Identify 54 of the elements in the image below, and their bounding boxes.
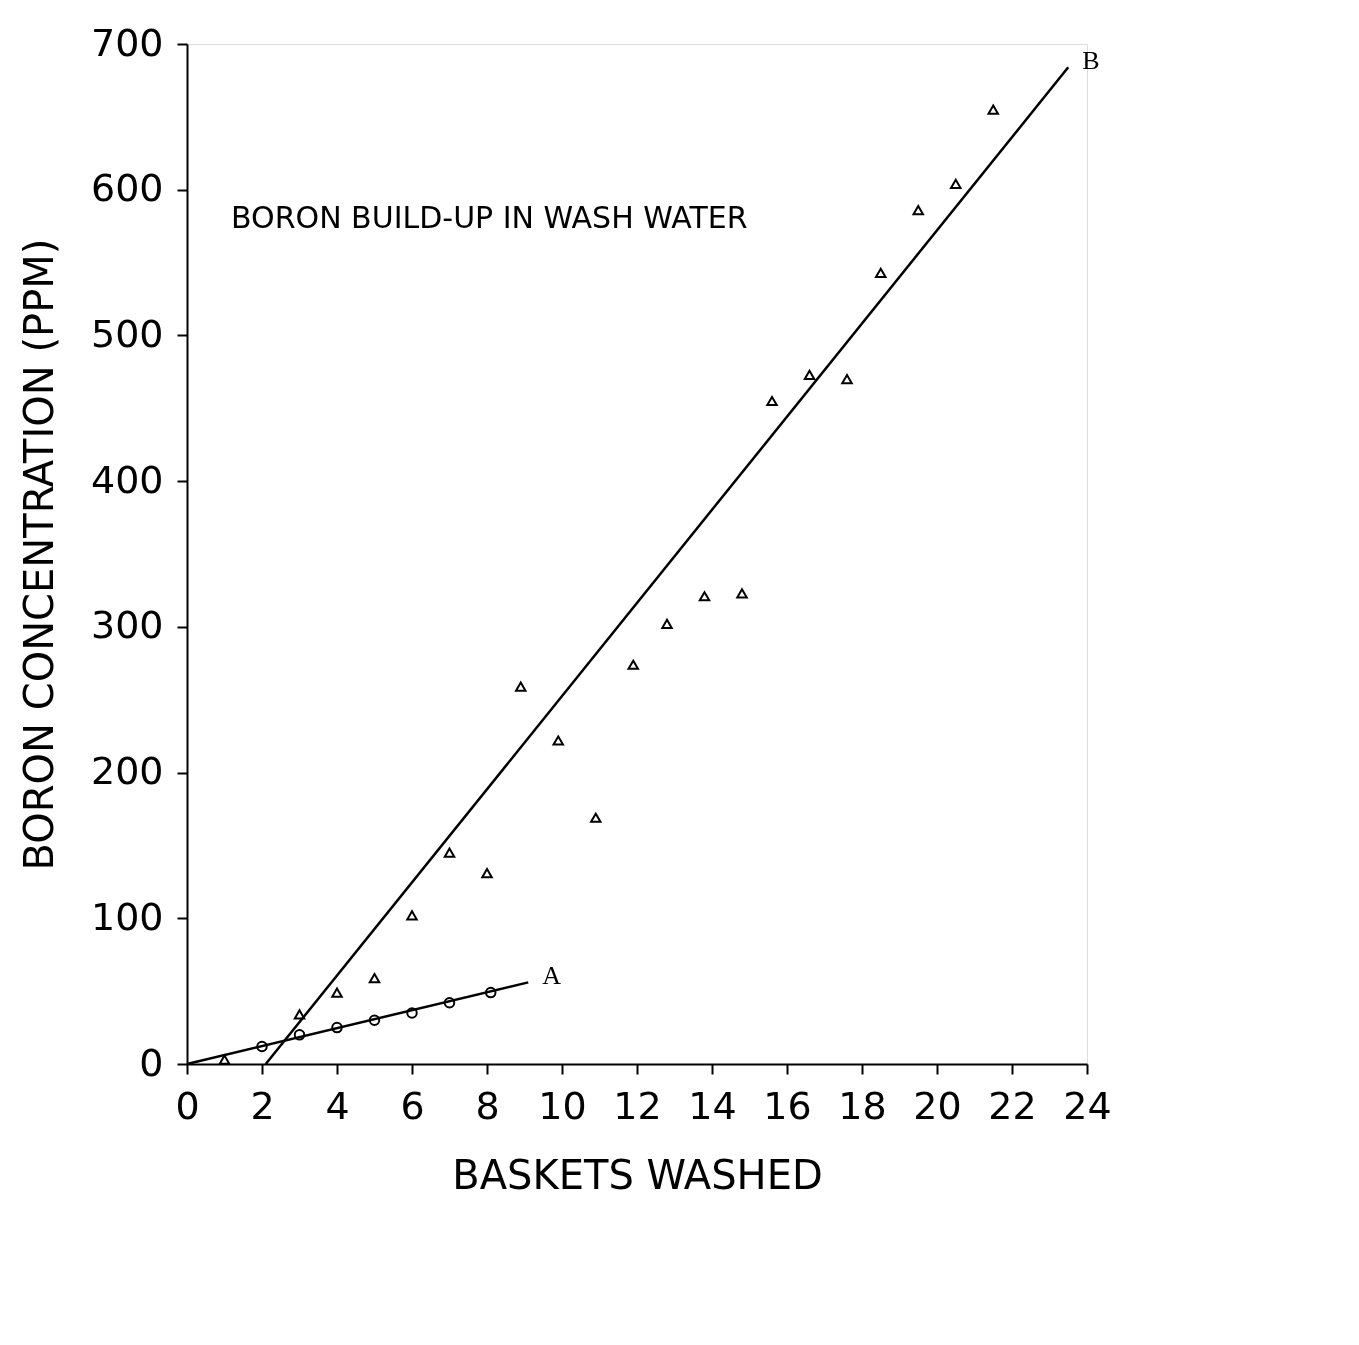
text: BORON BUILD-UP IN WASH WATER	[231, 200, 748, 235]
x-axis-title: BASKETS WASHED	[452, 1151, 823, 1198]
point	[443, 997, 456, 1009]
y-tick-label: 300	[90, 603, 164, 648]
x-tick-label: 2	[250, 1083, 275, 1128]
x-tick-label: 20	[913, 1083, 962, 1128]
point	[293, 1029, 306, 1041]
y-tick-label: 500	[90, 311, 164, 356]
point	[406, 1007, 418, 1019]
point	[912, 205, 924, 216]
x-tick-label: 16	[763, 1083, 812, 1128]
x-tick-label: 24	[1063, 1083, 1112, 1128]
annotation: A	[542, 961, 562, 991]
x-tick-label: 8	[475, 1083, 500, 1128]
point	[766, 395, 778, 407]
point	[368, 1014, 381, 1027]
point	[368, 972, 381, 984]
y-tick-label: 100	[90, 894, 164, 939]
point	[485, 986, 497, 999]
point	[331, 1021, 343, 1034]
y-tick-label: 0	[139, 1040, 164, 1085]
point	[406, 910, 418, 921]
point	[590, 812, 602, 823]
point	[293, 1009, 306, 1020]
point	[803, 369, 816, 380]
x-tick-label: 18	[838, 1083, 887, 1128]
point	[736, 588, 748, 599]
point	[331, 987, 343, 998]
point	[875, 267, 887, 278]
point	[481, 868, 493, 879]
point	[218, 1054, 231, 1065]
point	[841, 374, 853, 385]
x-tick-label: 14	[688, 1083, 737, 1128]
x-tick-label: 6	[400, 1083, 425, 1128]
point	[256, 1040, 268, 1053]
x-tick-label: 22	[988, 1083, 1037, 1128]
x-tick-label: 0	[175, 1083, 200, 1128]
point	[515, 681, 527, 692]
y-tick-label: 600	[90, 166, 164, 211]
y-tick-label: 400	[90, 457, 164, 502]
point	[627, 659, 639, 670]
y-axis-title: BORON CONCENTRATION (PPM)	[15, 238, 62, 871]
y-tick-label: 200	[90, 749, 164, 794]
x-tick-label: 12	[613, 1083, 662, 1128]
point	[661, 618, 673, 630]
x-tick-label: 4	[325, 1083, 350, 1128]
point	[950, 178, 962, 189]
point	[698, 591, 711, 602]
point	[552, 735, 564, 746]
point	[443, 847, 456, 858]
y-tick-label: 700	[90, 20, 164, 65]
point	[987, 104, 999, 115]
x-tick-label: 10	[538, 1083, 587, 1128]
annotation: B	[1082, 46, 1100, 76]
